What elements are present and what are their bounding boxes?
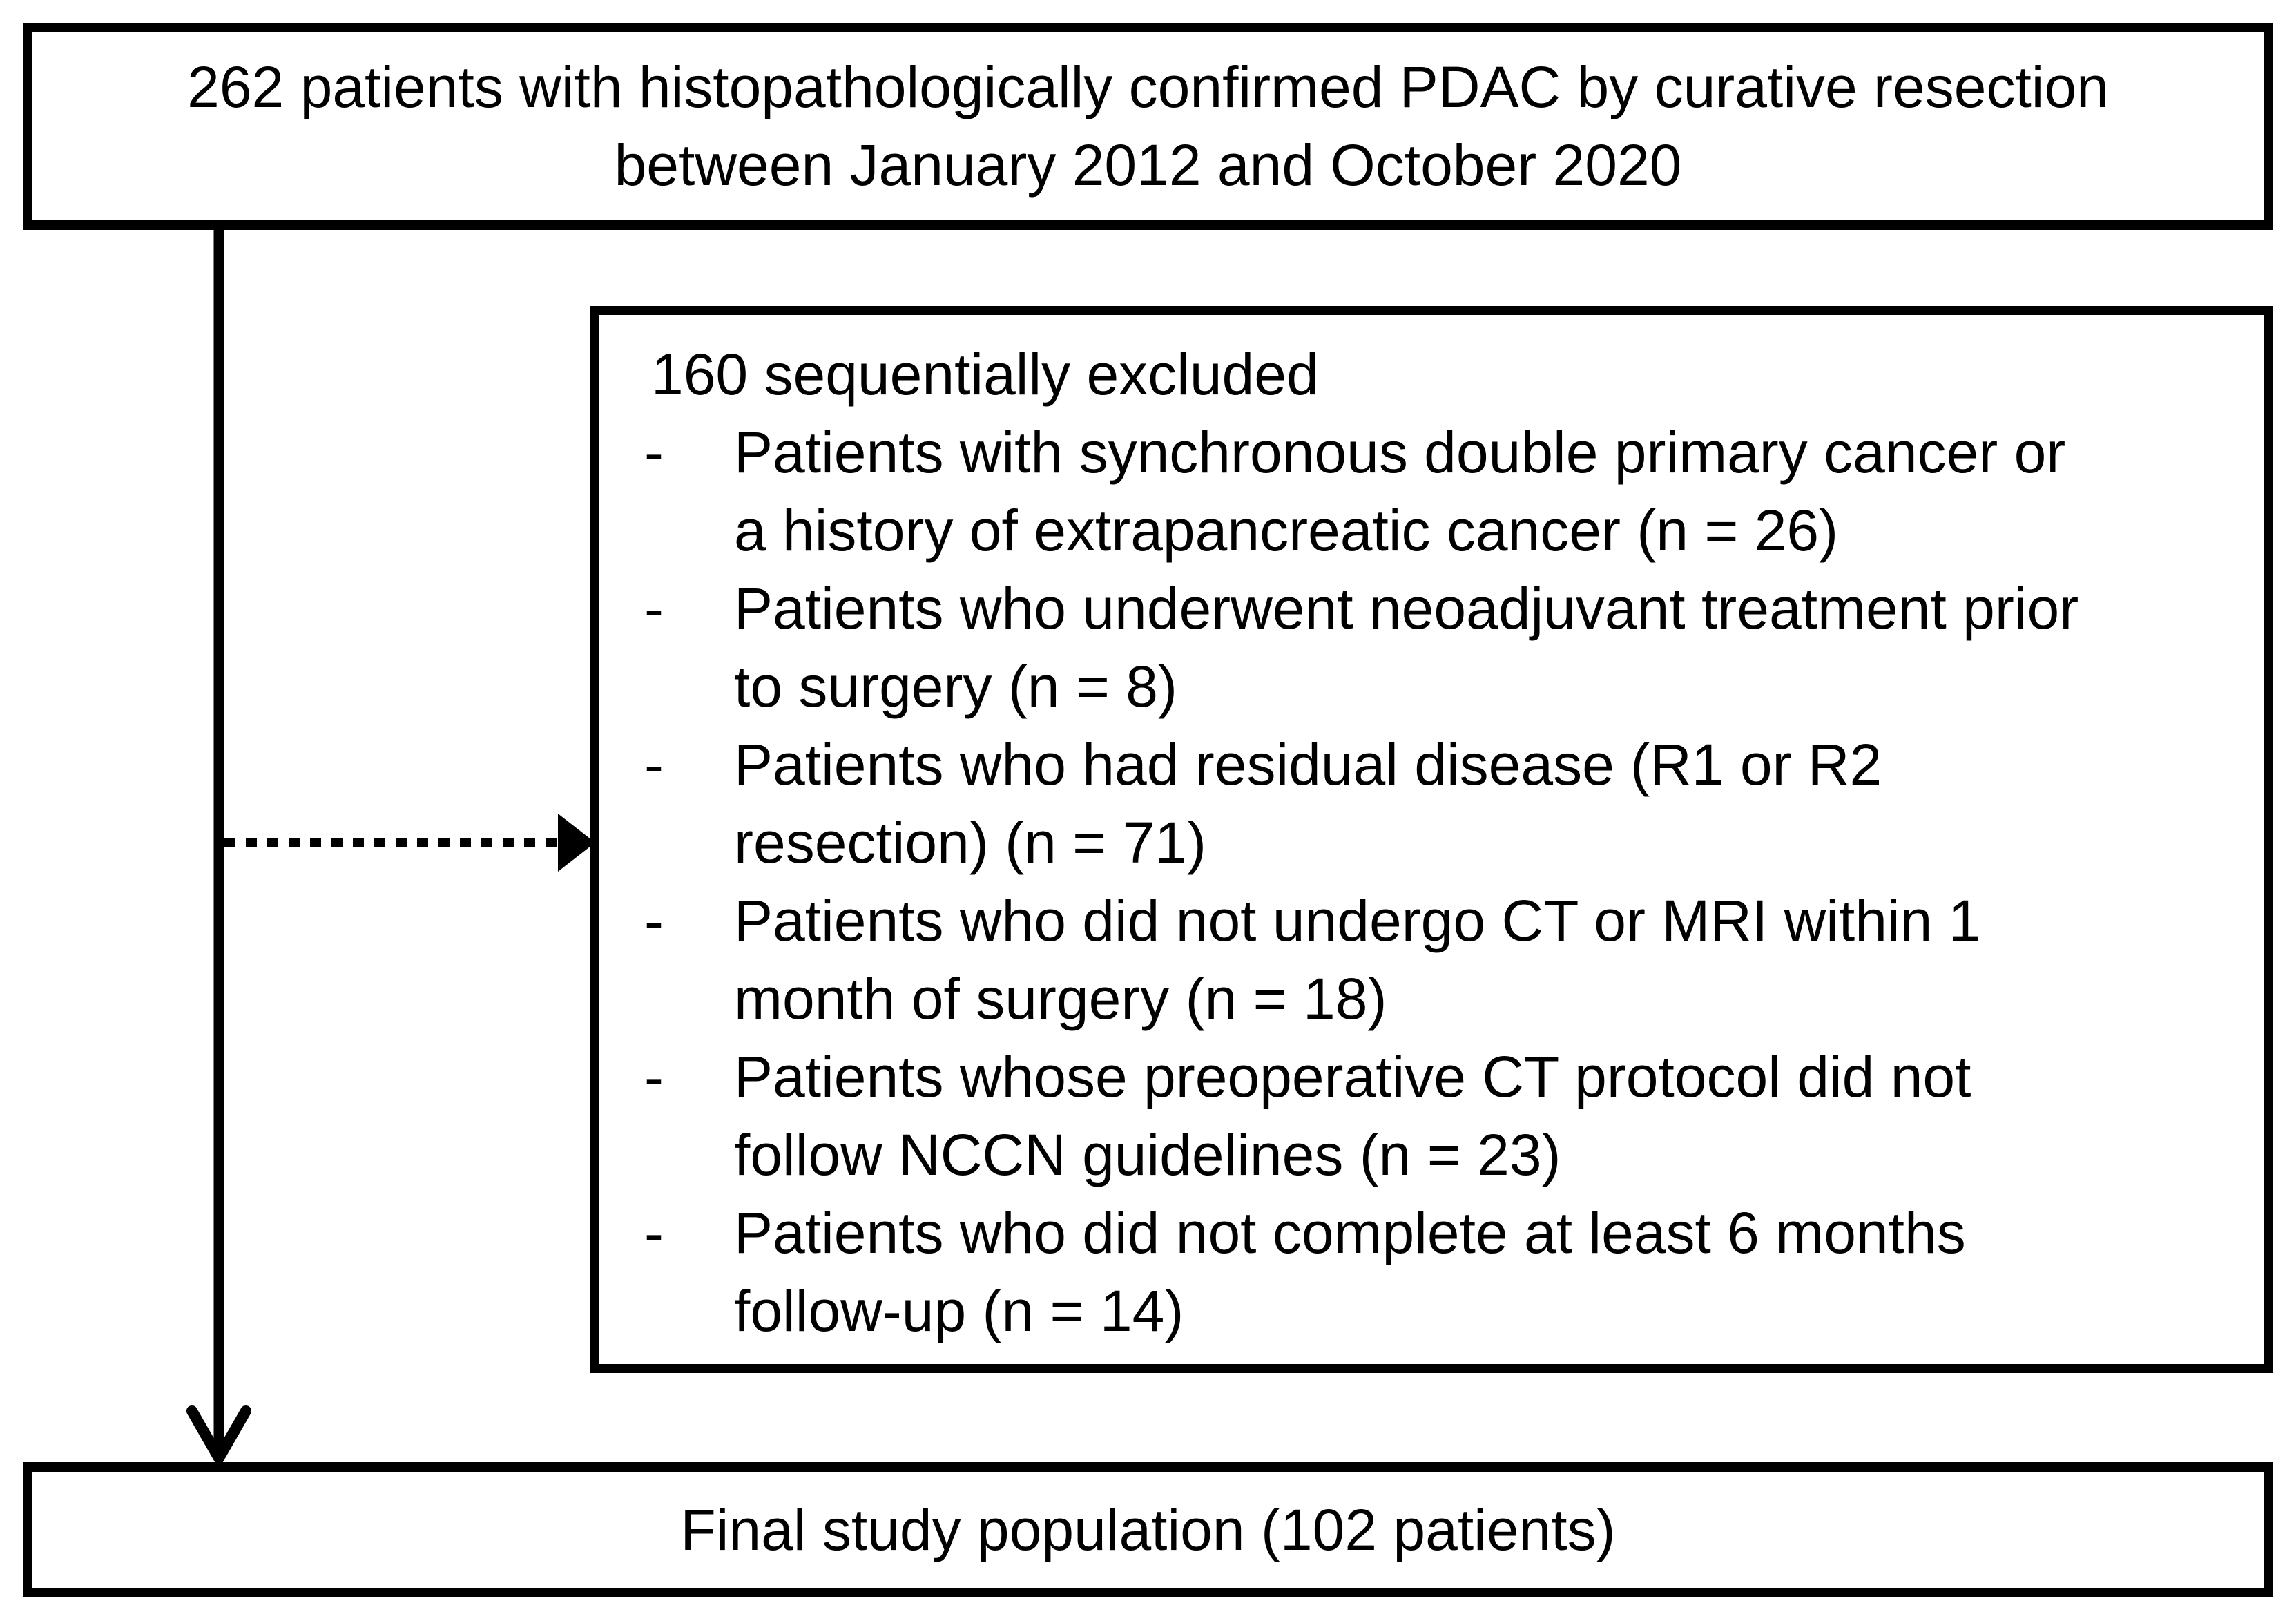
- exclusion-list: - Patients with synchronous double prima…: [644, 414, 2264, 1350]
- exclusion-box-header: 160 sequentially excluded: [651, 342, 1319, 407]
- main-flow-arrowhead-icon: [186, 1405, 251, 1470]
- bullet-dash: -: [644, 888, 664, 953]
- exclusion-item: - Patients who had residual disease (R1 …: [644, 726, 2264, 882]
- exclusion-item: - Patients who did not complete at least…: [644, 1194, 2264, 1350]
- exclusion-item-text: Patients who did not complete at least 6…: [734, 1200, 1966, 1343]
- exclusion-item-text: Patients who did not undergo CT or MRI w…: [734, 888, 1981, 1031]
- exclusion-item: - Patients with synchronous double prima…: [644, 414, 2264, 570]
- exclusion-arrowhead-icon: [558, 814, 595, 872]
- bullet-dash: -: [644, 1044, 664, 1109]
- bullet-dash: -: [644, 732, 664, 797]
- enrollment-box: 262 patients with histopathologically co…: [23, 23, 2273, 230]
- bullet-dash: -: [644, 576, 664, 641]
- bullet-dash: -: [644, 420, 664, 485]
- exclusion-item: - Patients who did not undergo CT or MRI…: [644, 882, 2264, 1038]
- final-population-box: Final study population (102 patients): [23, 1462, 2273, 1597]
- enrollment-box-text: 262 patients with histopathologically co…: [187, 55, 2109, 198]
- bullet-dash: -: [644, 1200, 664, 1265]
- exclusion-item-text: Patients with synchronous double primary…: [734, 420, 2066, 563]
- exclusion-item-text: Patients who had residual disease (R1 or…: [734, 732, 1882, 875]
- exclusion-item: - Patients whose preoperative CT protoco…: [644, 1038, 2264, 1194]
- exclusion-item: - Patients who underwent neoadjuvant tre…: [644, 570, 2264, 726]
- final-population-box-text: Final study population (102 patients): [680, 1497, 1616, 1562]
- exclusion-box: 160 sequentially excluded - Patients wit…: [590, 306, 2273, 1373]
- exclusion-item-text: Patients whose preoperative CT protocol …: [734, 1044, 1971, 1187]
- exclusion-item-text: Patients who underwent neoadjuvant treat…: [734, 576, 2079, 719]
